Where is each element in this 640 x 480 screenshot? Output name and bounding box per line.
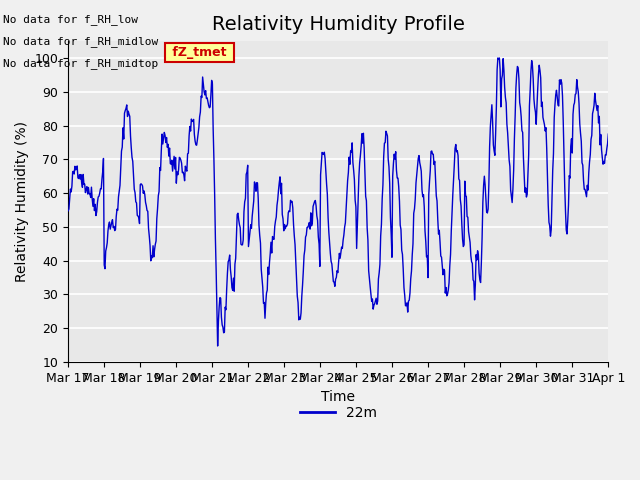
Text: No data for f_RH_midtop: No data for f_RH_midtop	[3, 58, 159, 69]
Text: No data for f_RH_low: No data for f_RH_low	[3, 14, 138, 25]
Title: Relativity Humidity Profile: Relativity Humidity Profile	[212, 15, 465, 34]
Y-axis label: Relativity Humidity (%): Relativity Humidity (%)	[15, 121, 29, 282]
Legend: 22m: 22m	[294, 400, 382, 425]
X-axis label: Time: Time	[321, 390, 355, 404]
Text: fZ_tmet: fZ_tmet	[168, 46, 231, 59]
Text: No data for f_RH_midlow: No data for f_RH_midlow	[3, 36, 159, 47]
